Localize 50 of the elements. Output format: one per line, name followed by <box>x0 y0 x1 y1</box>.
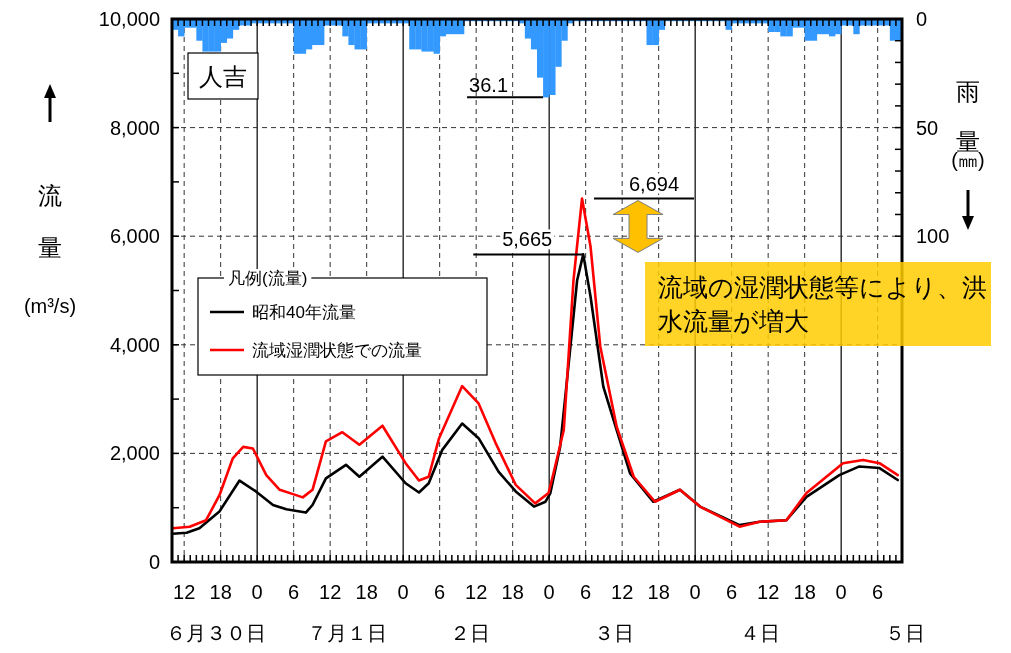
annotation: 人吉 <box>199 63 247 90</box>
station: 人吉 <box>187 52 259 100</box>
annotation: 流域の湿潤状態等により、洪水流量が増大 <box>658 273 987 335</box>
x-tick-label: 12 <box>611 581 634 603</box>
x-tick-label: 18 <box>793 581 816 603</box>
x-tick-label: 0 <box>689 581 701 603</box>
x-tick-label: 6 <box>726 581 738 603</box>
text: ５日 <box>885 622 925 644</box>
x-tick-label: 6 <box>872 581 884 603</box>
y-tick-label: 8,000 <box>109 116 160 139</box>
y2-tick-label: 0 <box>916 8 928 30</box>
annotation: 36.1 <box>469 74 509 97</box>
legend-label: 昭和40年流量 <box>252 303 356 322</box>
x-tick-label: 18 <box>355 581 378 603</box>
legend-title: 凡例(流量) <box>228 269 308 288</box>
axis-label: 雨量(㎜) <box>951 78 985 171</box>
text: ６月３０日 <box>166 622 266 644</box>
x-tick-label: 18 <box>501 581 524 603</box>
x-tick-label: 12 <box>319 581 342 603</box>
x-tick-label: 6 <box>288 581 300 603</box>
y2-tick-label: 50 <box>916 116 939 139</box>
annotation: 6,694 <box>628 172 680 195</box>
y-tick-label: 6,000 <box>109 225 160 248</box>
text: ４日 <box>740 622 780 644</box>
x-tick-label: 18 <box>647 581 670 603</box>
callout: 流域の湿潤状態等により、洪水流量が増大 <box>645 262 991 346</box>
y-tick-label: 0 <box>148 551 160 573</box>
text: ３日 <box>594 622 634 644</box>
annotation: 5,665 <box>502 228 553 251</box>
text: ７月１日 <box>307 622 387 644</box>
y-tick-label: 10,000 <box>98 8 160 30</box>
y2-tick-label: 100 <box>916 225 950 248</box>
x-tick-label: 6 <box>580 581 592 603</box>
note: 6,694 <box>593 172 695 200</box>
x-tick-label: 0 <box>835 581 847 603</box>
x-tick-label: 12 <box>465 581 488 603</box>
legend-label: 流域湿潤状態での流量 <box>252 341 422 360</box>
x-tick-label: 0 <box>397 581 409 603</box>
text: ２日 <box>450 622 490 644</box>
x-tick-label: 0 <box>251 581 263 603</box>
x-tick-label: 0 <box>543 581 555 603</box>
note: 5,665 <box>472 228 585 256</box>
note: 36.1 <box>466 74 545 99</box>
y-tick-label: 4,000 <box>109 333 160 356</box>
x-tick-label: 6 <box>434 581 446 603</box>
x-tick-label: 18 <box>209 581 232 603</box>
x-tick-label: 12 <box>173 581 196 603</box>
y-tick-label: 2,000 <box>109 442 160 465</box>
x-tick-label: 12 <box>757 581 780 603</box>
axis-label: 流量(m³/s) <box>23 182 77 317</box>
